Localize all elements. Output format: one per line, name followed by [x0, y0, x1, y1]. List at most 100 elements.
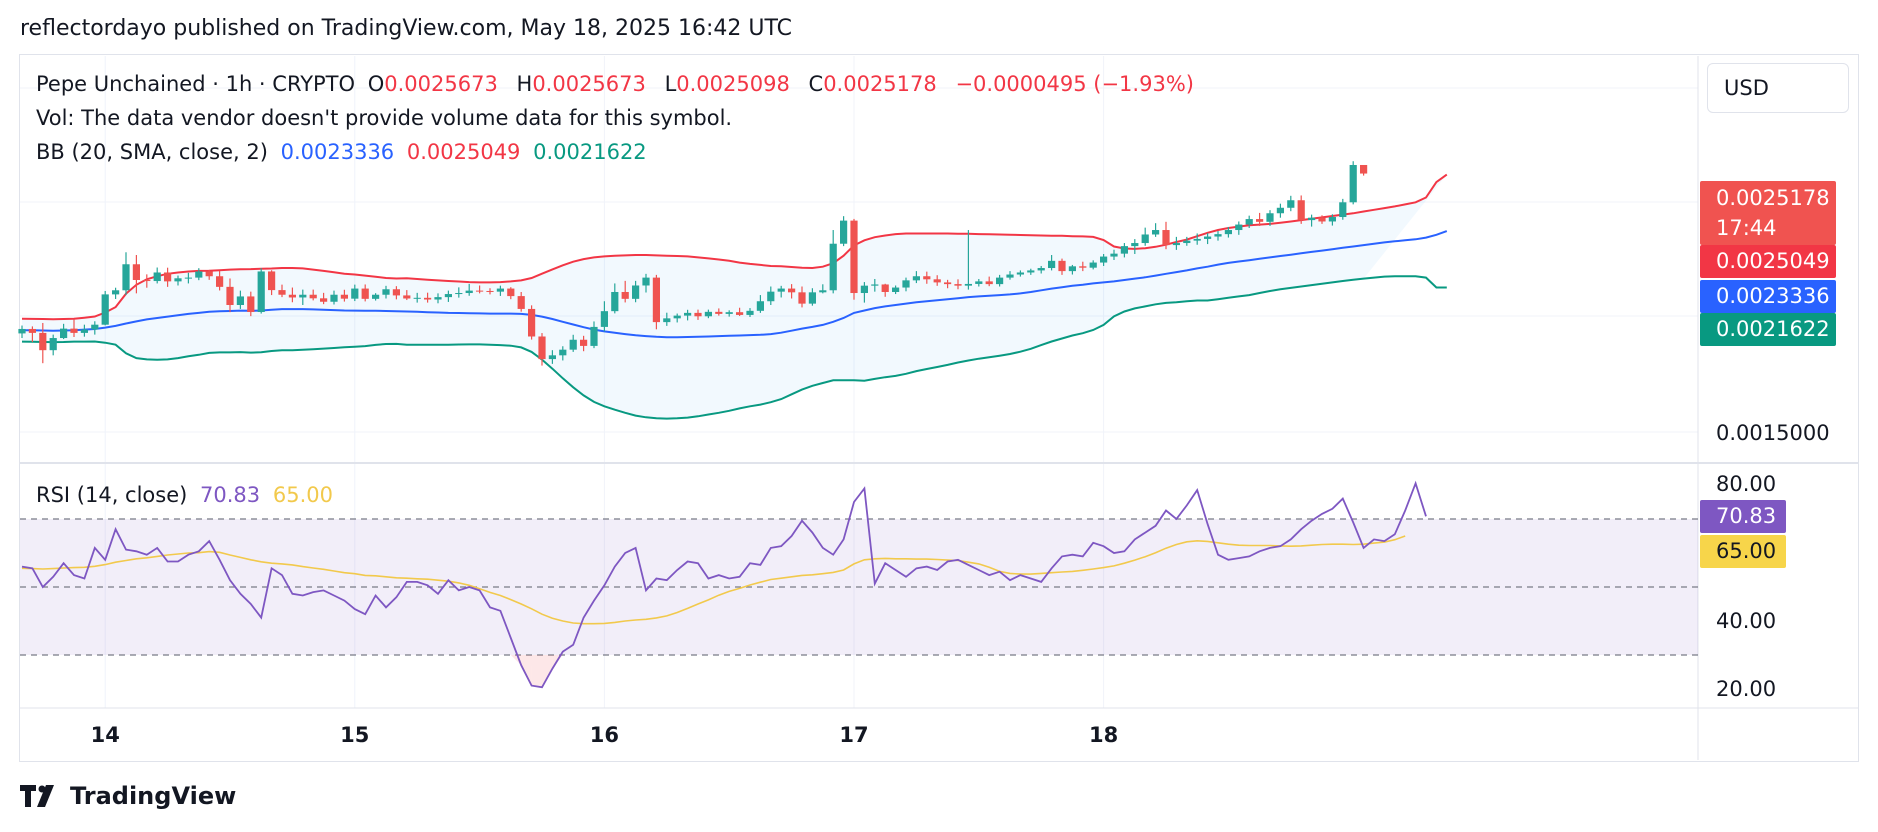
candle-body	[1006, 274, 1014, 278]
rsi-value: 70.83	[200, 483, 261, 507]
candle-body	[1245, 219, 1253, 225]
candle-body	[580, 339, 588, 346]
candle-body	[881, 284, 889, 292]
footer-brand-text: TradingView	[70, 782, 237, 810]
candle-body	[112, 290, 120, 295]
candle-body	[632, 285, 640, 299]
candle-body	[70, 328, 78, 333]
candle-body	[101, 294, 109, 325]
x-axis-tick-label: 15	[340, 723, 369, 747]
chart-frame	[19, 54, 1859, 762]
symbol-title[interactable]: Pepe Unchained · 1h · CRYPTO	[36, 72, 356, 96]
candle-body	[933, 279, 941, 283]
candle-body	[850, 220, 858, 294]
candle-body	[985, 281, 993, 285]
candle-body	[434, 297, 442, 300]
bb-upper-label: 0.0025049	[1700, 245, 1836, 278]
rsi-oversold-fill	[531, 655, 542, 688]
candle-body	[257, 271, 265, 313]
candle-body	[330, 294, 338, 302]
rsi-legend[interactable]: RSI (14, close) 70.83 65.00	[36, 483, 339, 507]
rsi-axis-tick-20: 20.00	[1716, 677, 1777, 701]
x-axis-tick-label: 17	[839, 723, 868, 747]
rsi-ma-label: 65.00	[1700, 535, 1786, 568]
candle-body	[288, 294, 296, 298]
candle-body	[1100, 256, 1108, 263]
candle-body	[1204, 236, 1212, 239]
candle-body	[465, 290, 473, 294]
candle-body	[132, 264, 140, 281]
bb-legend[interactable]: BB (20, SMA, close, 2) 0.0023336 0.00250…	[36, 140, 653, 164]
candle-body	[184, 277, 192, 279]
open-value: O0.0025673	[367, 72, 498, 96]
candle-body	[1089, 262, 1097, 268]
candle-body	[1131, 243, 1139, 247]
candle-body	[569, 339, 577, 350]
candle-body	[278, 290, 286, 295]
candle-body	[767, 291, 775, 302]
candle-body	[860, 285, 868, 294]
last-price-value: 0.0025178	[1716, 186, 1830, 210]
candle-body	[611, 291, 619, 312]
candle-body	[496, 288, 504, 292]
tradingview-logo-icon	[20, 785, 54, 807]
candle-body	[652, 277, 660, 323]
rsi-ma-value: 65.00	[272, 483, 333, 507]
candle-body	[964, 283, 972, 286]
candle-body	[892, 287, 900, 292]
candle-body	[299, 294, 307, 298]
candle-body	[1276, 207, 1284, 214]
candle-body	[424, 297, 432, 300]
price-axis-tick: 0.0015000	[1716, 421, 1830, 445]
candle-body	[538, 336, 546, 360]
candle-body	[91, 324, 99, 330]
candle-body	[226, 286, 234, 305]
candle-body	[39, 332, 47, 351]
x-axis-tick-label: 14	[91, 723, 120, 747]
candle-body	[1110, 253, 1118, 257]
candle-body	[1256, 219, 1264, 222]
volume-notice: Vol: The data vendor doesn't provide vol…	[36, 106, 733, 130]
candle-body	[1058, 260, 1066, 272]
rsi-oversold-fill	[542, 655, 553, 688]
candle-body	[361, 288, 369, 299]
candle-body	[1349, 164, 1357, 203]
candle-body	[1068, 266, 1076, 272]
rsi-axis-tick-80: 80.00	[1716, 472, 1777, 496]
candle-body	[236, 296, 244, 305]
candle-body	[663, 318, 671, 323]
bb-lower-value: 0.0021622	[533, 140, 647, 164]
publisher-line: reflectordayo published on TradingView.c…	[20, 16, 792, 41]
candle-body	[1016, 272, 1024, 275]
candle-body	[122, 264, 130, 291]
candle-body	[975, 281, 983, 284]
candle-body	[1193, 238, 1201, 241]
candle-body	[1079, 266, 1087, 268]
candle-body	[725, 312, 733, 314]
candle-body	[1318, 217, 1326, 222]
candle-body	[174, 278, 182, 282]
candle-body	[517, 296, 525, 309]
candle-body	[486, 290, 494, 292]
candle-body	[216, 276, 224, 287]
candle-body	[392, 289, 400, 296]
candle-body	[1172, 243, 1180, 246]
candle-body	[268, 271, 276, 291]
x-axis-tick-label: 16	[590, 723, 619, 747]
candle-body	[788, 288, 796, 293]
candle-body	[382, 289, 390, 295]
currency-selector[interactable]: USD	[1707, 63, 1849, 113]
candle-body	[1235, 224, 1243, 231]
candle-body	[1339, 202, 1347, 218]
candle-body	[902, 280, 910, 288]
candle-body	[1152, 230, 1160, 235]
candle-body	[736, 312, 744, 315]
tradingview-brand[interactable]: TradingView	[20, 782, 236, 810]
candle-body	[528, 308, 536, 337]
candle-body	[704, 311, 712, 317]
x-axis-tick-label: 18	[1089, 723, 1118, 747]
candle-body	[996, 277, 1004, 285]
candle-body	[247, 296, 255, 313]
candle-body	[684, 312, 692, 316]
